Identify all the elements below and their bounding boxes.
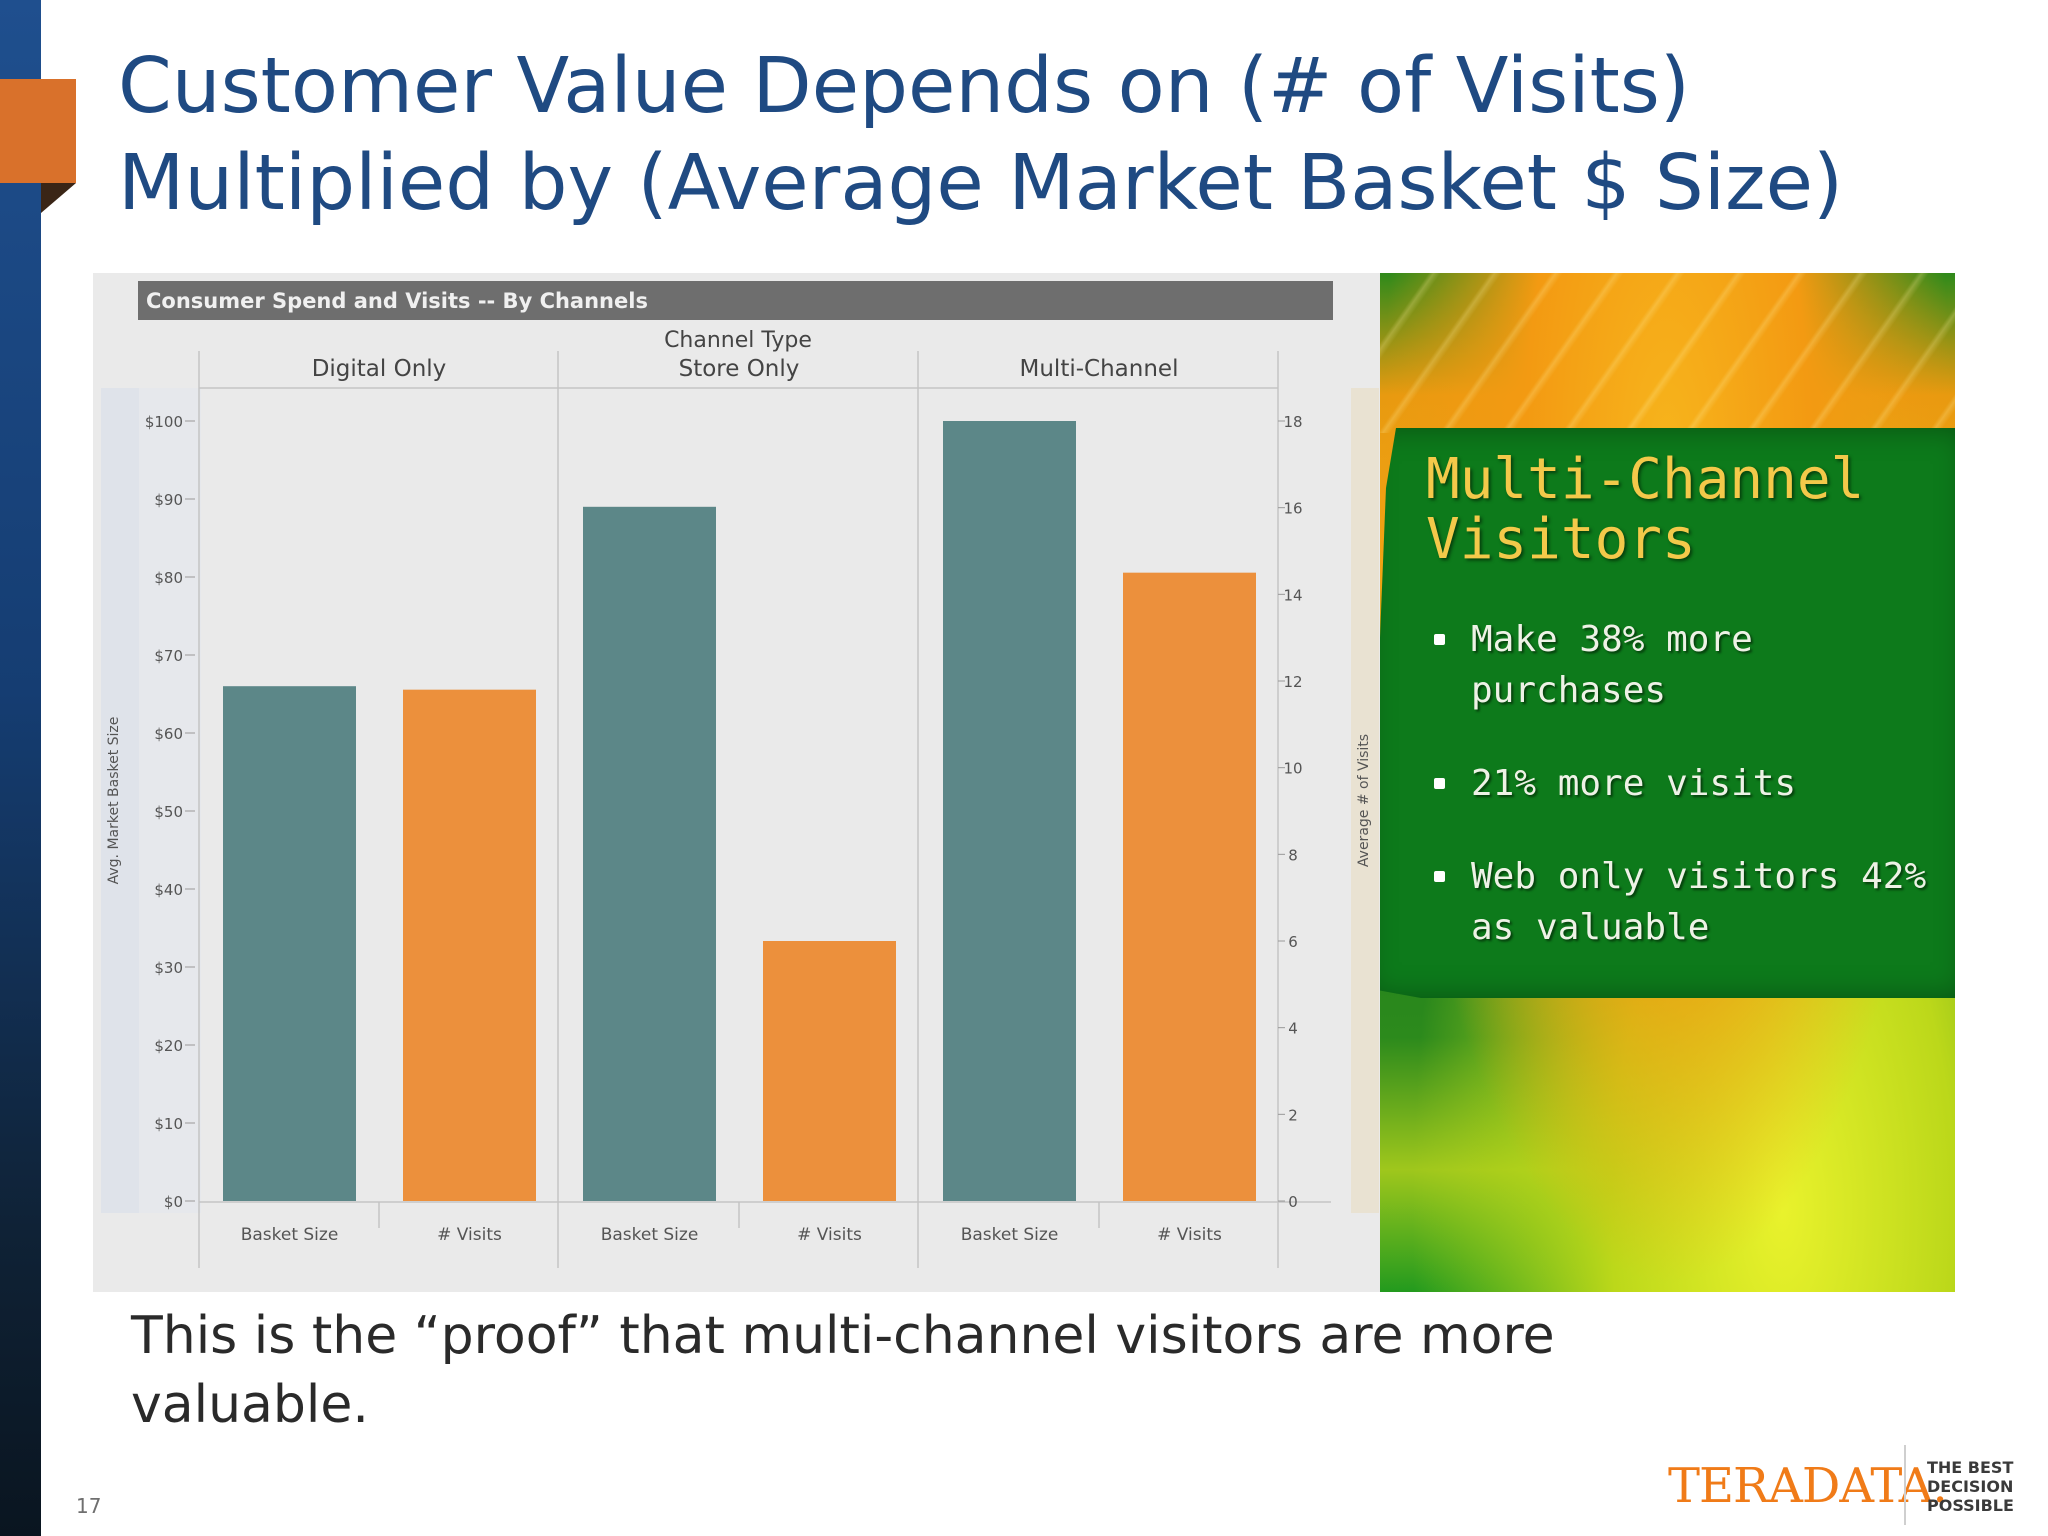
left-tick-label: $70 [154,647,183,665]
right-tick-label: 0 [1288,1193,1298,1211]
left-tick-label: $60 [154,725,183,743]
left-axis-strip [101,388,139,1213]
right-tick-label: 12 [1283,673,1302,691]
bar-visits [763,941,896,1201]
logo-tagline-line: POSSIBLE [1927,1496,2014,1515]
column-header: Channel Type [664,328,812,353]
logo-tagline-line: DECISION [1927,1477,2014,1496]
logo-tagline: THE BEST DECISION POSSIBLE [1927,1458,2037,1515]
promo-background-rays [1380,273,1955,433]
bar-visits [1123,572,1256,1201]
measure-label: # Visits [797,1225,862,1245]
promo-title: Multi-Channel Visitors [1426,450,1946,570]
promo-card: Multi-Channel Visitors Make 38% more pur… [1380,428,1955,998]
figure: Consumer Spend and Visits -- By Channels… [93,273,1955,1292]
promo-bullet: Web only visitors 42% as valuable [1426,851,1955,953]
left-axis-label: Avg. Market Basket Size [106,717,122,885]
group-label: Multi-Channel [1020,356,1179,382]
logo-tagline-line: THE BEST [1927,1458,2014,1477]
right-tick-label: 16 [1283,500,1302,518]
logo-divider [1904,1445,1906,1525]
left-tick-label: $90 [154,491,183,509]
measure-label: # Visits [437,1225,502,1245]
left-accent-bar [0,0,41,1536]
promo-panel: Multi-Channel Visitors Make 38% more pur… [1380,273,1955,1292]
left-tick-label: $100 [145,413,183,431]
orange-accent-block [0,79,76,183]
left-tick-label: $10 [154,1115,183,1133]
bar-visits [403,689,536,1201]
right-tick-label: 8 [1288,846,1298,864]
right-tick-label: 6 [1288,933,1298,951]
bar-basket-size [223,686,356,1201]
logo-wordmark: TERADATA. [1668,1458,1948,1514]
slide-title-line-1: Customer Value Depends on (# of Visits) [118,42,1690,131]
right-tick-label: 4 [1288,1020,1298,1038]
measure-label: # Visits [1157,1225,1222,1245]
promo-bullet-list: Make 38% more purchases 21% more visits … [1426,614,1955,995]
page-number: 17 [76,1494,102,1518]
left-tick-label: $40 [154,881,183,899]
chart-title: Consumer Spend and Visits -- By Channels [146,289,648,313]
left-tick-label: $20 [154,1037,183,1055]
slide-caption: This is the “proof” that multi-channel v… [131,1306,1555,1435]
right-tick-label: 10 [1283,760,1302,778]
right-tick-label: 2 [1288,1106,1298,1124]
bar-basket-size [583,506,716,1201]
chart-panel: Consumer Spend and Visits -- By Channels… [93,273,1380,1292]
left-tick-label: $50 [154,803,183,821]
bar-chart: Consumer Spend and Visits -- By Channels… [101,281,1379,1268]
teradata-logo: TERADATA. THE BEST DECISION POSSIBLE [1668,1440,2028,1530]
measure-label: Basket Size [241,1225,339,1245]
right-tick-label: 14 [1283,586,1302,604]
promo-bullet: 21% more visits [1426,758,1955,809]
promo-title-line-2: Visitors [1426,507,1696,572]
measure-label: Basket Size [961,1225,1059,1245]
left-tick-label: $0 [164,1193,183,1211]
measure-label: Basket Size [601,1225,699,1245]
slide-title: Customer Value Depends on (# of Visits) … [118,38,1998,232]
accent-shadow [41,183,76,213]
right-axis-label: Average # of Visits [1356,734,1372,867]
bar-basket-size [943,421,1076,1201]
promo-bullet: Make 38% more purchases [1426,614,1955,716]
left-tick-label: $30 [154,959,183,977]
right-tick-label: 18 [1283,413,1302,431]
chart-title-bar [138,281,1333,320]
slide-title-line-2: Multiplied by (Average Market Basket $ S… [118,139,1843,228]
left-tick-label: $80 [154,569,183,587]
right-axis-strip [1351,388,1379,1213]
promo-title-line-1: Multi-Channel [1426,447,1865,512]
group-label: Digital Only [312,356,447,382]
left-axis-band [139,388,201,1213]
group-label: Store Only [679,356,800,382]
